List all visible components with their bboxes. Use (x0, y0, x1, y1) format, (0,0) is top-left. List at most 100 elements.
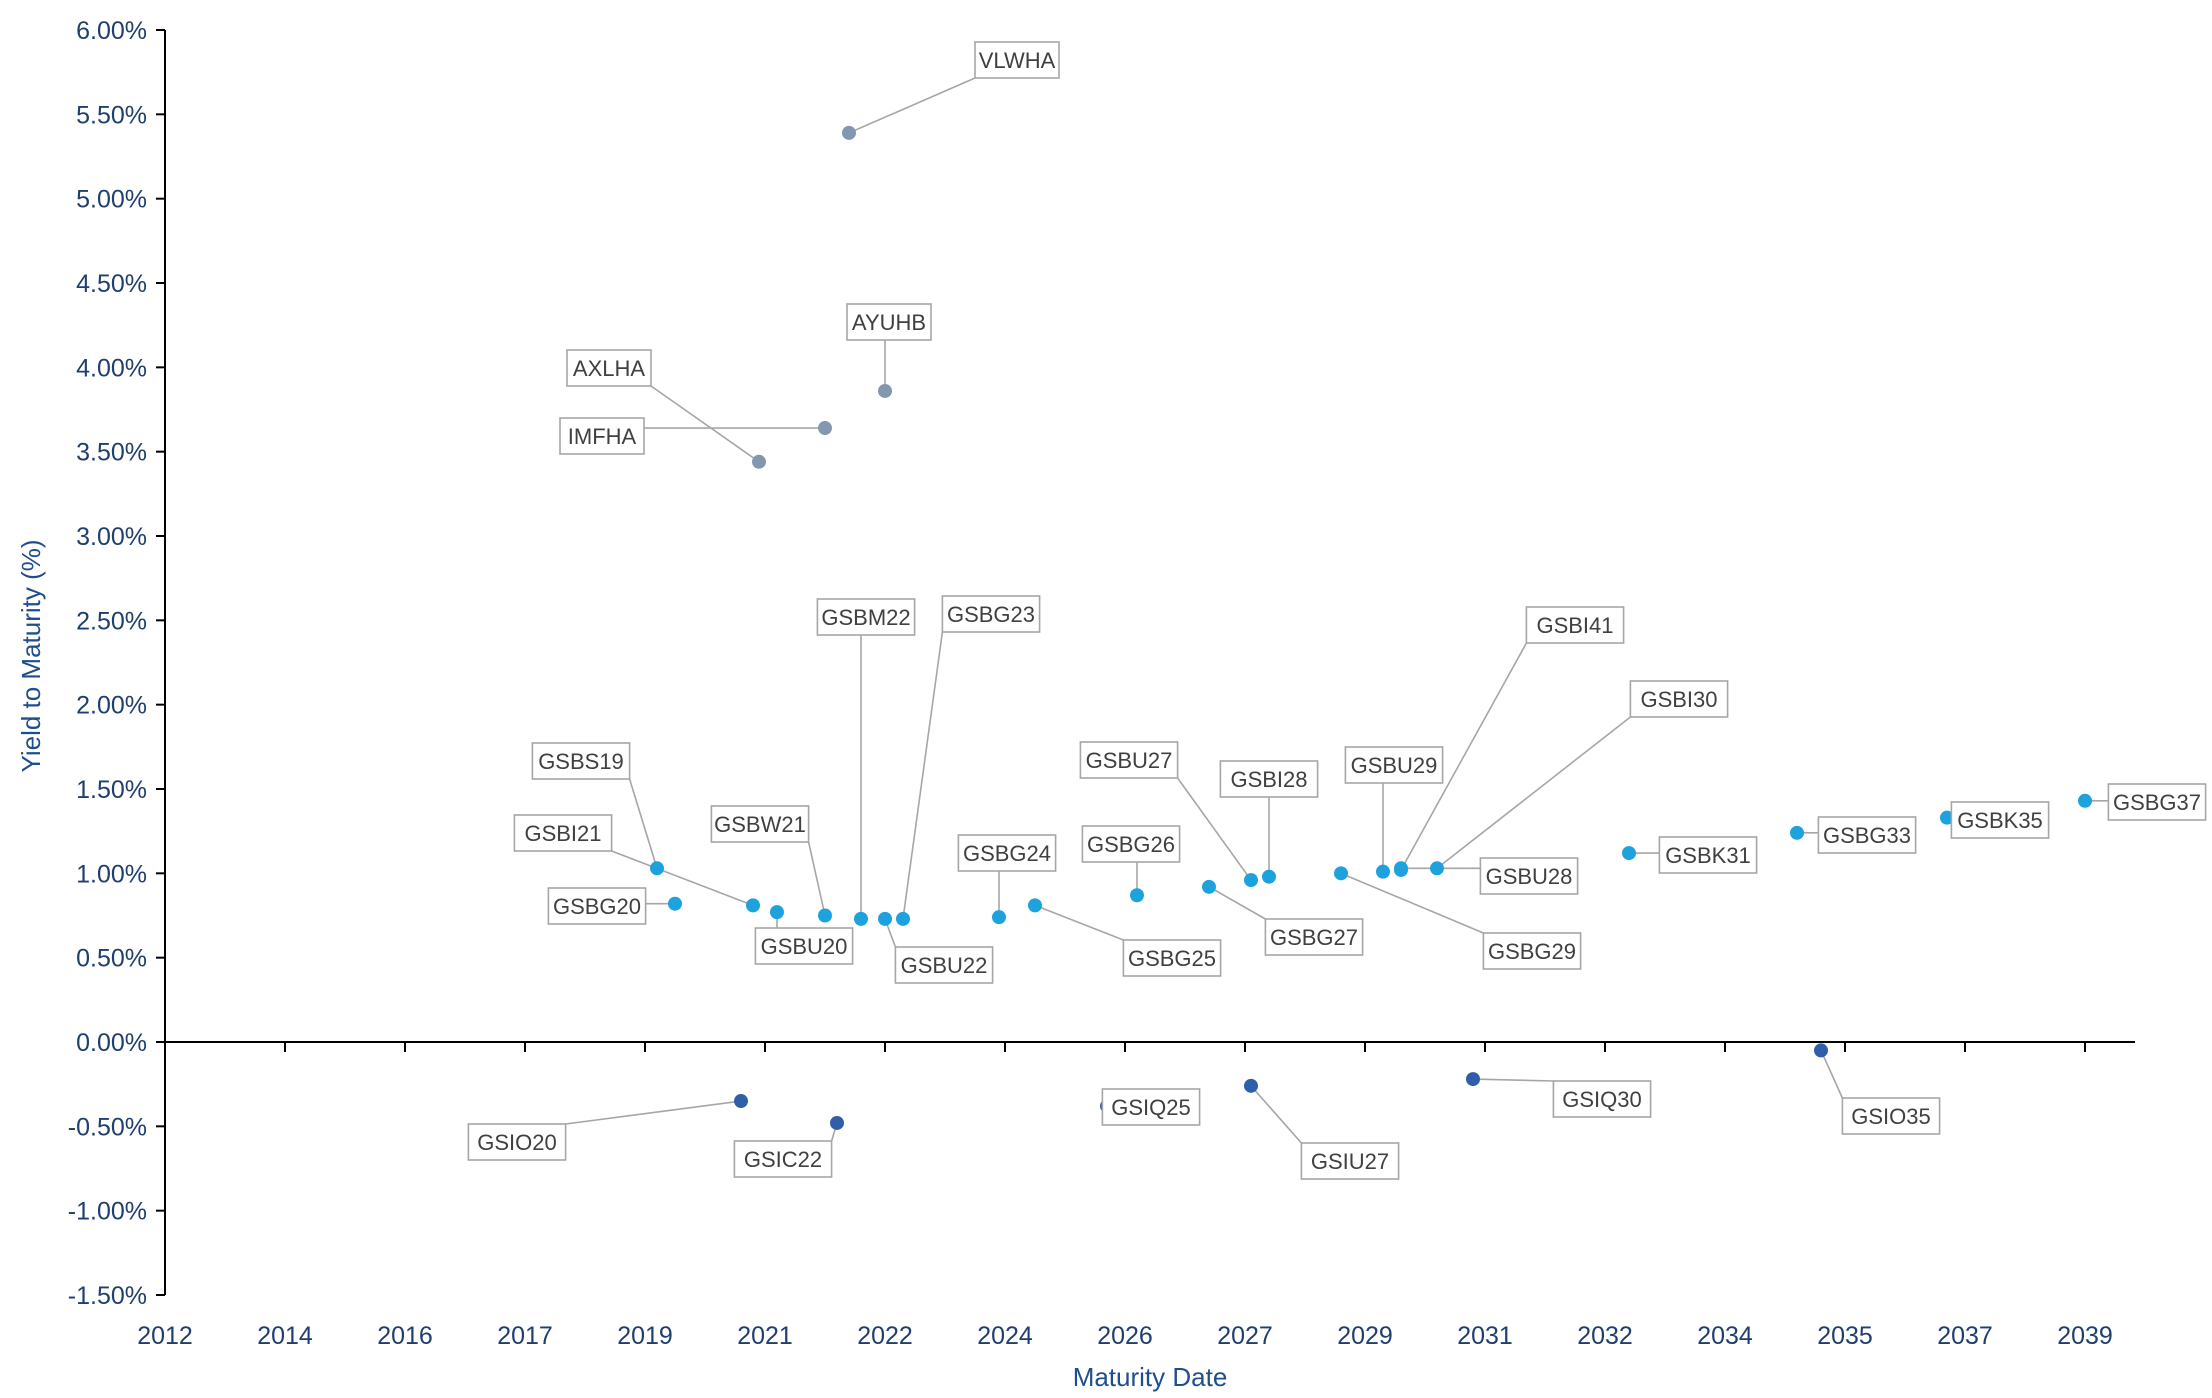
x-tick-label: 2037 (1937, 1322, 1993, 1350)
leader-line (902, 631, 944, 919)
x-tick-label: 2035 (1817, 1322, 1873, 1350)
data-label-box (467, 1123, 567, 1161)
data-label-box (1629, 680, 1729, 718)
x-tick-label: 2016 (377, 1322, 433, 1350)
data-label-box (547, 887, 647, 925)
data-point (1394, 861, 1408, 876)
data-label: GSBW21 (714, 812, 806, 837)
data-label-box (2107, 783, 2207, 821)
x-tick-label: 2029 (1337, 1322, 1393, 1350)
leader-line (628, 778, 658, 869)
leader-line (848, 77, 976, 134)
data-label-box (710, 805, 810, 843)
y-tick-label: 1.50% (76, 776, 147, 804)
data-points (650, 125, 2092, 1130)
y-tick-label: 6.00% (76, 17, 147, 45)
data-point (1262, 869, 1276, 884)
leader-line (1250, 1085, 1303, 1144)
data-point (1376, 864, 1390, 879)
y-tick-label: 4.50% (76, 270, 147, 298)
data-label: GSBK31 (1665, 843, 1751, 868)
x-tick-label: 2012 (137, 1322, 193, 1350)
data-label: GSBI41 (1536, 613, 1613, 638)
data-label-box (513, 814, 613, 852)
data-label: GSBI28 (1230, 767, 1307, 792)
data-label: GSIQ25 (1111, 1095, 1190, 1120)
data-label: GSBU27 (1086, 748, 1173, 773)
data-label: GSBG26 (1087, 832, 1175, 857)
data-label: GSBS19 (538, 749, 624, 774)
data-label-box (1817, 816, 1917, 854)
data-label: GSBG20 (553, 894, 641, 919)
data-label: GSIQ30 (1562, 1087, 1641, 1112)
leader-line (1340, 872, 1484, 934)
data-point (1028, 898, 1042, 913)
leader-line (1034, 904, 1124, 941)
y-tick-label: -1.00% (68, 1198, 147, 1226)
x-tick-label: 2039 (2057, 1322, 2113, 1350)
data-label: GSBU22 (901, 953, 988, 978)
data-point (1940, 810, 1954, 825)
data-labels: VLWHA AYUHB AXLHA IMFHA GSBS19 GSBG20 GSBI21 GS… (467, 41, 2207, 1180)
data-point (1202, 879, 1216, 894)
data-point (1430, 861, 1444, 876)
y-tick-label: 5.50% (76, 101, 147, 129)
x-axis-title: Maturity Date (1073, 1362, 1228, 1392)
data-label: GSBU28 (1486, 864, 1573, 889)
data-label-box (1482, 932, 1582, 970)
data-label: GSBG24 (963, 841, 1051, 866)
data-point (734, 1094, 748, 1109)
data-point (1334, 866, 1348, 881)
leader-line (1436, 716, 1631, 869)
data-label: GSBI21 (524, 821, 601, 846)
data-label: GSIO35 (1851, 1104, 1930, 1129)
data-label: GSBU29 (1351, 753, 1438, 778)
data-label-box (1101, 1088, 1201, 1126)
data-label: GSBM22 (821, 605, 910, 630)
y-tick-label: 4.00% (76, 354, 147, 382)
x-tick-label: 2024 (977, 1322, 1033, 1350)
data-point (992, 910, 1006, 925)
data-point (650, 861, 664, 876)
data-label-box (1841, 1097, 1941, 1135)
data-label: GSBG27 (1270, 925, 1358, 950)
x-tick-label: 2017 (497, 1322, 553, 1350)
leader-line (1208, 886, 1266, 920)
data-label-box (1950, 801, 2050, 839)
data-point (1466, 1072, 1480, 1087)
leader-line (807, 841, 826, 916)
data-point (818, 908, 832, 923)
data-point (1790, 825, 1804, 840)
data-label: AYUHB (852, 310, 926, 335)
data-label-box (566, 349, 652, 387)
y-tick-label: 3.00% (76, 523, 147, 551)
x-tick-label: 2027 (1217, 1322, 1273, 1350)
data-label-box (894, 946, 994, 984)
y-tick-label: 5.00% (76, 186, 147, 214)
x-tick-label: 2031 (1457, 1322, 1513, 1350)
data-point (1244, 873, 1258, 888)
data-point (2078, 793, 2092, 808)
data-point (818, 421, 832, 436)
data-label: GSBK35 (1957, 808, 2043, 833)
x-tick-label: 2034 (1697, 1322, 1753, 1350)
leader-line (650, 385, 760, 463)
data-label: GSBG25 (1128, 946, 1216, 971)
data-point (854, 911, 868, 926)
data-label: GSIO20 (477, 1130, 556, 1155)
label-leader-lines (565, 77, 2109, 1144)
data-point (752, 454, 766, 469)
y-tick-label: 0.50% (76, 945, 147, 973)
y-tick-label: 2.50% (76, 607, 147, 635)
data-label: IMFHA (568, 424, 637, 449)
y-tick-label: 1.00% (76, 860, 147, 888)
data-point (878, 911, 892, 926)
data-label: GSBI30 (1640, 687, 1717, 712)
data-point (896, 911, 910, 926)
y-tick-label: -1.50% (68, 1282, 147, 1310)
data-label-box (1479, 857, 1579, 895)
x-tick-label: 2022 (857, 1322, 913, 1350)
y-tick-label: 0.00% (76, 1029, 147, 1057)
y-tick-label: 3.50% (76, 439, 147, 467)
